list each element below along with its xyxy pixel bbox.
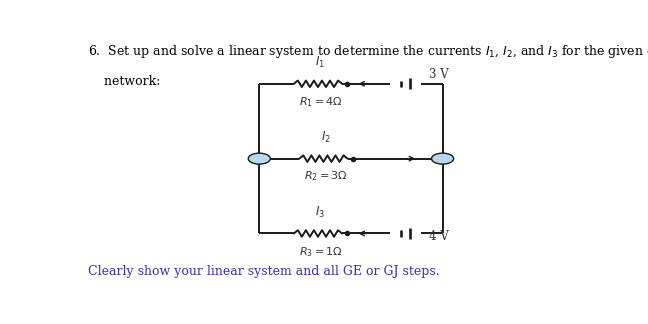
Text: $I_1$: $I_1$ [316, 55, 325, 70]
Text: 4 V: 4 V [428, 230, 448, 243]
Text: $R_1 = 4\Omega$: $R_1 = 4\Omega$ [299, 95, 342, 109]
Text: Clearly show your linear system and all GE or GJ steps.: Clearly show your linear system and all … [88, 265, 439, 278]
Text: 3 V: 3 V [428, 68, 448, 81]
Text: $R_3 = 1\Omega$: $R_3 = 1\Omega$ [299, 245, 342, 259]
Circle shape [248, 153, 270, 164]
Text: $I_2$: $I_2$ [321, 130, 331, 145]
Text: $R_2 = 3\Omega$: $R_2 = 3\Omega$ [304, 169, 348, 183]
Text: 6.  Set up and solve a linear system to determine the currents $I_1$, $I_2$, and: 6. Set up and solve a linear system to d… [88, 43, 648, 60]
Text: $I_3$: $I_3$ [316, 205, 325, 220]
Circle shape [432, 153, 454, 164]
Text: network:: network: [88, 75, 161, 88]
